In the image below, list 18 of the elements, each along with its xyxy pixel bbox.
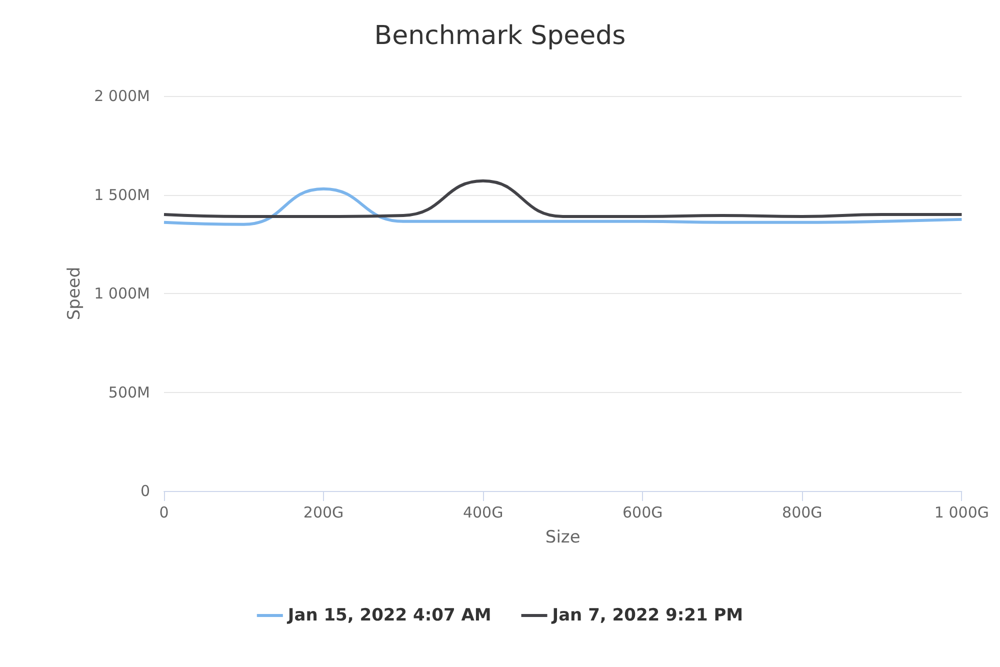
x-axis-title: Size: [545, 528, 580, 548]
y-tick-label: 2 000M: [94, 87, 150, 105]
x-tick-label: 400G: [462, 504, 504, 522]
chart-title: Benchmark Speeds: [374, 21, 626, 51]
y-tick-label: 1 500M: [94, 186, 150, 204]
legend-label: Jan 7, 2022 9:21 PM: [551, 606, 744, 626]
legend-label: Jan 15, 2022 4:07 AM: [286, 606, 492, 626]
x-tick-label: 0: [159, 504, 169, 522]
line-series: [162, 187, 964, 226]
y-axis-title: Speed: [64, 266, 85, 320]
y-tick-label: 1 000M: [94, 284, 150, 302]
line-series: [162, 179, 964, 218]
y-tick-label: 0: [140, 482, 150, 500]
x-tick-label: 800G: [782, 504, 822, 522]
y-tick-label: 500M: [108, 383, 150, 402]
x-tick-label: 200G: [303, 504, 344, 522]
x-tick-label: 1 000G: [934, 504, 990, 522]
x-tick-label: 600G: [622, 504, 663, 522]
